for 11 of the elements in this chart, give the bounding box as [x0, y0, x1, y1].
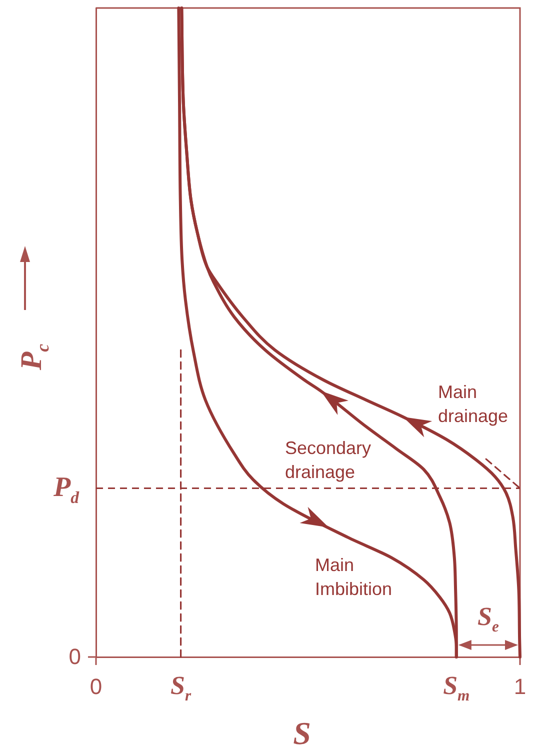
x-tick-label: 0 [90, 674, 102, 699]
ref-line-label: P$_{d}$ [54, 472, 79, 508]
series-label: Main drainage [438, 381, 508, 428]
x-axis-title: S [293, 715, 311, 751]
x-tick-label: S$_{m}$ [443, 671, 470, 705]
x-tick-label: 1 [514, 674, 526, 699]
annotation: S$_{e}$ [477, 602, 499, 636]
series-label: Secondary drainage [285, 437, 372, 484]
text: 0 [68, 644, 81, 669]
series-label: Main Imbibition [315, 554, 392, 601]
x-tick-label: S$_{r}$ [170, 671, 192, 705]
